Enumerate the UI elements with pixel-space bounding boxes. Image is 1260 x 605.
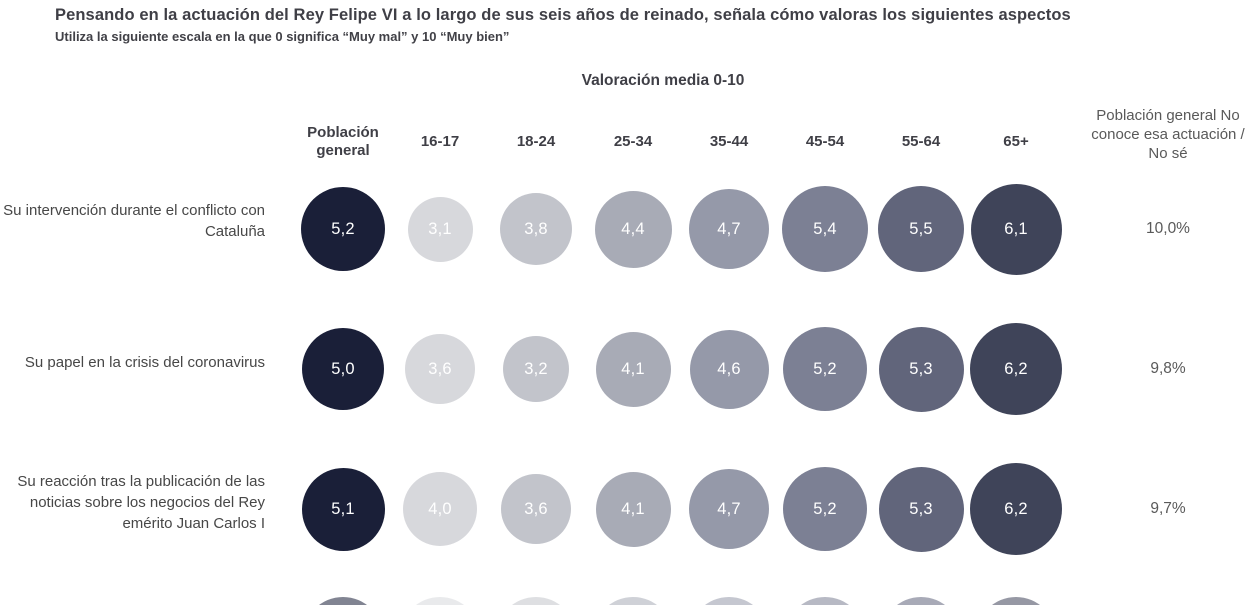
column-header-poblacion-general: Población general — [307, 124, 379, 159]
value-bubble: 6,2 — [970, 463, 1062, 555]
column-header-16-17: 16-17 — [420, 133, 460, 150]
value-bubble: 5,0 — [302, 328, 384, 410]
value-bubble: 5,3 — [878, 326, 964, 412]
cutoff-bubble — [689, 597, 769, 605]
cutoff-bubble — [496, 597, 576, 605]
no-conoce-pct-row-1: 10,0% — [1146, 220, 1190, 237]
value-bubble: 4,0 — [403, 472, 477, 546]
value-bubble: 4,7 — [689, 469, 769, 549]
chart-subtitle: Utiliza la siguiente escala en la que 0 … — [55, 29, 510, 44]
row-label-cataluna: Su intervención durante el conflicto con… — [3, 202, 265, 240]
value-bubble: 3,2 — [503, 336, 569, 402]
value-bubble: 3,1 — [407, 196, 473, 262]
value-bubble: 4,1 — [595, 471, 671, 547]
cutoff-bubble — [303, 597, 383, 605]
column-header-65-plus: 65+ — [1003, 133, 1029, 150]
value-bubble: 6,1 — [970, 183, 1062, 275]
chart-title: Pensando en la actuación del Rey Felipe … — [55, 6, 1071, 24]
value-bubble: 5,1 — [301, 467, 385, 551]
scale-header: Valoración media 0-10 — [581, 72, 745, 89]
row-label-coronavirus: Su papel en la crisis del coronavirus — [24, 354, 265, 371]
value-bubble: 5,2 — [783, 467, 867, 551]
value-bubble: 3,6 — [501, 474, 571, 544]
value-bubble: 3,8 — [500, 193, 572, 265]
no-conoce-pct-row-2: 9,8% — [1150, 360, 1186, 377]
value-bubble: 5,4 — [782, 186, 868, 272]
no-conoce-pct-row-3: 9,7% — [1150, 500, 1186, 517]
value-bubble: 5,3 — [878, 466, 964, 552]
column-header-55-64: 55-64 — [901, 133, 941, 150]
value-bubble: 4,1 — [595, 331, 671, 407]
cutoff-bubble — [976, 597, 1056, 605]
value-bubble: 4,6 — [689, 329, 769, 409]
column-header-35-44: 35-44 — [709, 133, 749, 150]
row-label-juan-carlos: Su reacción tras la publicación de las n… — [17, 473, 265, 532]
value-bubble: 6,2 — [970, 323, 1062, 415]
column-header-18-24: 18-24 — [516, 133, 556, 150]
cutoff-bubble — [593, 597, 673, 605]
value-bubble: 4,4 — [594, 190, 672, 268]
value-bubble: 5,5 — [878, 186, 964, 272]
value-bubble: 3,6 — [405, 334, 475, 404]
cutoff-bubble — [785, 597, 865, 605]
value-bubble: 5,2 — [301, 187, 385, 271]
cutoff-bubble — [881, 597, 961, 605]
column-header-45-54: 45-54 — [805, 133, 845, 150]
value-bubble: 5,2 — [783, 327, 867, 411]
column-header-no-conoce: Población general No conoce esa actuació… — [1091, 107, 1245, 162]
cutoff-bubble — [400, 597, 480, 605]
value-bubble: 4,7 — [689, 189, 769, 269]
column-header-25-34: 25-34 — [613, 133, 653, 150]
